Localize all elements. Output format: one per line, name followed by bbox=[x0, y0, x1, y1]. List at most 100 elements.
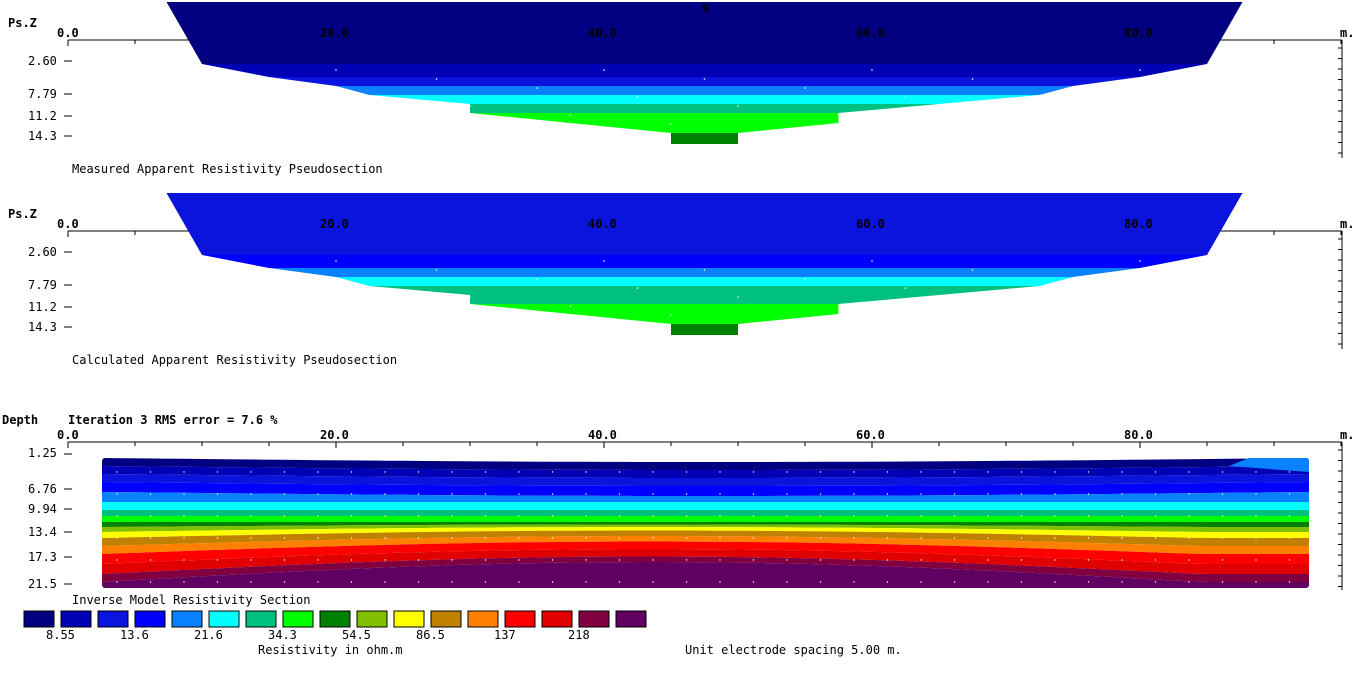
panel3-y-tick-2: 9.94 bbox=[28, 502, 57, 516]
inverse-block-point bbox=[149, 581, 152, 583]
calculated-data-point bbox=[971, 269, 974, 271]
inverse-block-point bbox=[484, 581, 487, 583]
inverse-block-point bbox=[484, 559, 487, 561]
measured-data-point bbox=[1105, 114, 1108, 116]
calculated-data-point bbox=[502, 323, 505, 325]
inverse-band bbox=[102, 474, 1309, 486]
inverse-block-point bbox=[1121, 515, 1123, 517]
inverse-block-point bbox=[149, 471, 152, 473]
inverse-block-point bbox=[1054, 559, 1056, 561]
inverse-block-point bbox=[1121, 559, 1123, 561]
panel3-unit: m. bbox=[1340, 428, 1355, 442]
inverse-block-point bbox=[685, 537, 688, 539]
panel3-x-tick-20: 20.0 bbox=[320, 428, 349, 442]
inverse-block-point bbox=[719, 537, 721, 539]
inverse-block-point bbox=[250, 581, 252, 583]
measured-contour-band bbox=[369, 95, 1040, 104]
inverse-block-point bbox=[953, 559, 956, 561]
inverse-block-point bbox=[518, 471, 520, 473]
inverse-block-point bbox=[317, 515, 319, 517]
inverse-block-point bbox=[317, 537, 319, 539]
inverse-block-point bbox=[417, 515, 420, 517]
inverse-block-point bbox=[451, 515, 453, 517]
inverse-block-point bbox=[551, 581, 554, 583]
calculated-contour-band bbox=[166, 193, 1243, 255]
panel2-x-tick-20: 20.0 bbox=[320, 217, 349, 231]
inverse-block-point bbox=[752, 493, 755, 495]
panel3-caption: Inverse Model Resistivity Section bbox=[72, 593, 311, 607]
legend-swatch bbox=[245, 610, 277, 628]
inverse-block-point bbox=[920, 537, 922, 539]
inverse-block-point bbox=[484, 537, 487, 539]
measured-data-point bbox=[1139, 69, 1141, 71]
panel1-caption: Measured Apparent Resistivity Pseudosect… bbox=[72, 162, 383, 176]
legend-label-5: 86.5 bbox=[416, 628, 445, 642]
legend-label-4: 54.5 bbox=[342, 628, 371, 642]
inverse-block-point bbox=[819, 537, 822, 539]
inverse-band bbox=[102, 466, 1309, 478]
inverse-block-point bbox=[618, 559, 621, 561]
inverse-block-point bbox=[987, 559, 989, 561]
legend-swatch bbox=[615, 610, 647, 628]
inverse-block-point bbox=[1121, 537, 1123, 539]
inverse-block-point bbox=[183, 515, 185, 517]
inverse-block-point bbox=[283, 537, 286, 539]
measured-data-point bbox=[368, 96, 371, 98]
measured-data-point bbox=[268, 87, 270, 89]
inverse-block-point bbox=[953, 515, 956, 517]
inverse-block-point bbox=[317, 493, 319, 495]
calculated-data-point bbox=[703, 269, 706, 271]
calculated-data-point bbox=[1038, 323, 1041, 325]
panel1-y-tick-0: 2.60 bbox=[28, 54, 57, 68]
calculated-data-point bbox=[569, 305, 572, 307]
calculated-data-point bbox=[603, 260, 605, 262]
measured-data-point bbox=[201, 105, 203, 107]
panel3-y-tick-4: 17.3 bbox=[28, 550, 57, 564]
calculated-data-point bbox=[469, 296, 471, 298]
inverse-block-point bbox=[250, 493, 252, 495]
legend-swatch bbox=[97, 610, 129, 628]
inverse-block-point bbox=[853, 581, 855, 583]
calculated-data-point bbox=[1139, 260, 1141, 262]
measured-data-point bbox=[737, 105, 739, 107]
inverse-block-point bbox=[886, 559, 889, 561]
inverse-block-point bbox=[1288, 537, 1291, 539]
inverse-block-point bbox=[116, 471, 118, 473]
panel3-y-tick-5: 21.5 bbox=[28, 577, 57, 591]
inverse-block-point bbox=[149, 559, 152, 561]
inverse-block-point bbox=[1288, 581, 1291, 583]
calculated-data-point bbox=[335, 260, 337, 262]
inverse-block-point bbox=[1087, 471, 1090, 473]
calculated-data-point bbox=[1105, 305, 1108, 307]
inverse-band bbox=[102, 562, 1309, 588]
inverse-block-point bbox=[384, 559, 386, 561]
inverse-block-point bbox=[719, 581, 721, 583]
legend-label-3: 34.3 bbox=[268, 628, 297, 642]
inverse-block-point bbox=[350, 515, 353, 517]
calculated-contour-band bbox=[269, 268, 1140, 277]
legend-swatch bbox=[208, 610, 240, 628]
calculated-data-point bbox=[435, 269, 438, 271]
inverse-block-point bbox=[216, 559, 219, 561]
inverse-block-point bbox=[1154, 537, 1157, 539]
inverse-block-point bbox=[886, 581, 889, 583]
measured-data-point bbox=[703, 78, 706, 80]
inverse-block-point bbox=[484, 471, 487, 473]
measured-data-point bbox=[1172, 96, 1175, 98]
inverse-block-point bbox=[1020, 515, 1023, 517]
inverse-block-point bbox=[518, 537, 520, 539]
measured-data-point bbox=[603, 69, 605, 71]
calculated-contour-band bbox=[202, 255, 1207, 268]
inverse-block-point bbox=[551, 559, 554, 561]
panel2-axis-label: Ps.Z bbox=[8, 207, 37, 221]
legend-label-6: 137 bbox=[494, 628, 516, 642]
inverse-block-point bbox=[350, 471, 353, 473]
inverse-block-point bbox=[250, 515, 252, 517]
inverse-block-point bbox=[752, 537, 755, 539]
panel2-y-tick-1: 7.79 bbox=[28, 278, 57, 292]
inverse-block-point bbox=[417, 493, 420, 495]
inverse-block-point bbox=[183, 537, 185, 539]
inverse-block-point bbox=[1054, 537, 1056, 539]
calculated-data-point bbox=[268, 278, 270, 280]
inverse-block-point bbox=[652, 559, 654, 561]
